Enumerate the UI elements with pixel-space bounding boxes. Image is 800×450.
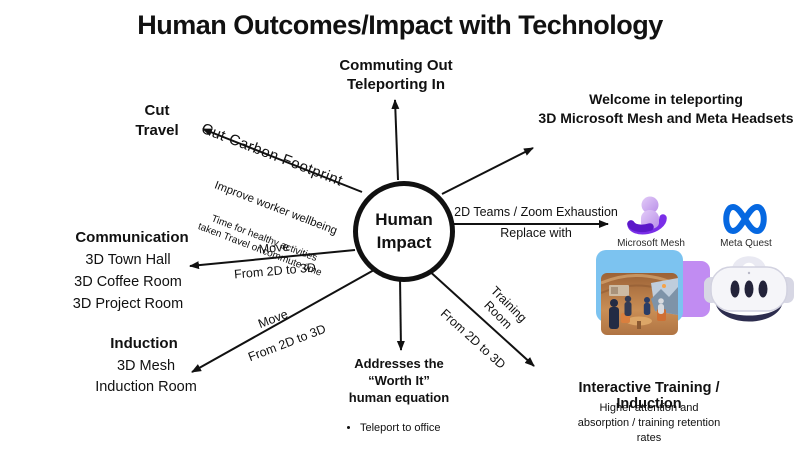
microsoft-mesh-icon [627, 196, 667, 235]
branch-welcome-teleporting: Welcome in teleporting 3D Microsoft Mesh… [538, 91, 794, 126]
worth-it-bullet: Teleport to office [360, 420, 472, 437]
arrow-left-communication [189, 249, 356, 270]
branch-worth-it-equation: Addresses the “Worth It” human equation [348, 356, 450, 405]
branch-induction: Induction [110, 335, 178, 352]
arrow-upright-welcome [441, 147, 534, 195]
arrow-upleft-cut-travel [202, 128, 363, 193]
worth-it-bullet-list: Teleport to office Not Commute to Office [346, 403, 472, 450]
meta-quest-label: Meta Quest [720, 238, 772, 249]
arrow-label-zoom-exhaustion: 2D Teams / Zoom Exhaustion [454, 205, 618, 219]
branch-communication: Communication [75, 229, 189, 246]
interactive-training-subtext: Higher attention and absorption / traini… [577, 402, 721, 444]
branch-commuting-teleporting: Commuting Out Teleporting In [339, 57, 453, 93]
arrow-down-worthit [396, 276, 405, 351]
quest-headset-image [704, 256, 794, 322]
mesh-room-image [596, 250, 683, 335]
microsoft-mesh-label: Microsoft Mesh [617, 238, 685, 249]
arrow-downright-training [425, 267, 535, 367]
arrow-label-replace-with: Replace with [500, 226, 572, 240]
branch-interactive-training: Interactive Training / Induction [578, 380, 720, 412]
arrow-up-commuting [391, 99, 400, 181]
page-title: Human Outcomes/Impact with Technology [137, 10, 663, 40]
branch-cut-travel: Cut Travel [135, 102, 179, 139]
center-node-human-impact: Human Impact [353, 181, 455, 282]
arrow-downleft-induction [191, 269, 375, 373]
center-node-label: Human Impact [375, 210, 433, 252]
communication-items: 3D Town Hall 3D Coffee Room 3D Project R… [72, 252, 184, 312]
meta-infinity-icon [723, 204, 767, 234]
induction-items: 3D Mesh Induction Room [95, 358, 197, 396]
